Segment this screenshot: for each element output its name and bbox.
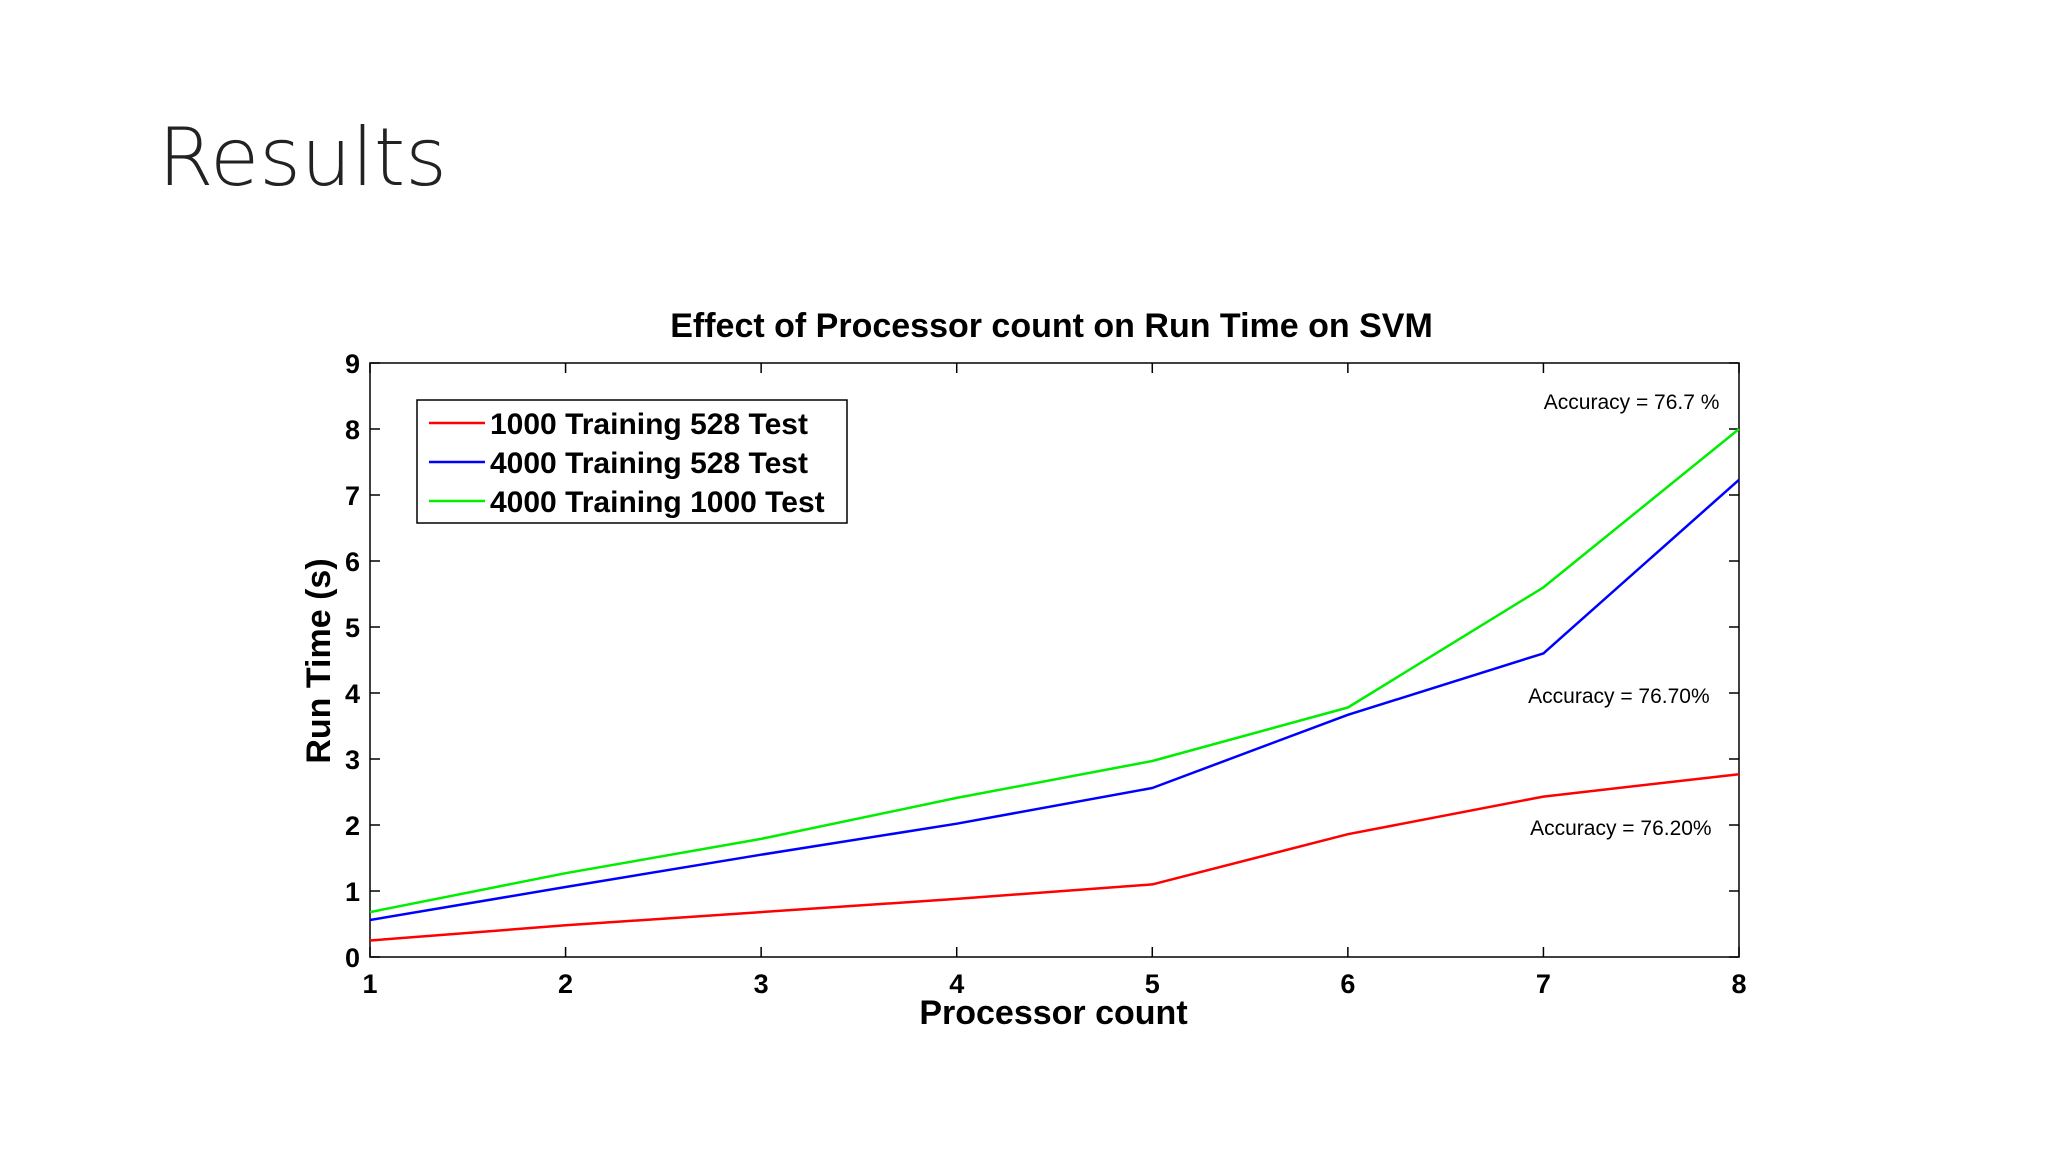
chart-title: Effect of Processor count on Run Time on… (670, 307, 1433, 345)
legend: 1000 Training 528 Test 4000 Training 528 … (416, 399, 848, 524)
series-line-3 (369, 428, 1740, 914)
y-tick-label: 4 (345, 679, 360, 709)
legend-box (416, 399, 848, 524)
series-line-1 (369, 772, 1740, 942)
y-tick-label: 5 (345, 613, 360, 643)
accuracy-annotation: Accuracy = 76.70% (1528, 685, 1710, 708)
x-tick-label: 5 (1145, 969, 1160, 999)
legend-label-1: 1000 Training 528 Test (490, 408, 808, 441)
y-tick-label: 8 (345, 415, 360, 445)
series-line-2 (369, 478, 1740, 922)
x-tick-label: 6 (1340, 969, 1355, 999)
y-tick-label: 6 (345, 547, 360, 577)
slide-title: Results (158, 111, 447, 204)
legend-label-2: 4000 Training 528 Test (490, 447, 808, 480)
y-tick-label: 3 (345, 745, 360, 775)
annotations: Accuracy = 76.7 % Accuracy = 76.70% Accura… (1528, 391, 1719, 840)
x-tick-label: 7 (1536, 969, 1551, 999)
y-tick-label: 9 (345, 349, 360, 379)
x-tick-label: 1 (362, 969, 377, 999)
y-axis-label: Run Time (s) (300, 558, 338, 763)
y-tick-label: 7 (345, 481, 360, 511)
y-tick-label: 2 (345, 811, 360, 841)
y-tick-label: 1 (345, 877, 360, 907)
accuracy-annotation: Accuracy = 76.20% (1530, 817, 1712, 840)
x-tick-label: 8 (1731, 969, 1746, 999)
axis-ticks (369, 362, 1740, 958)
series-lines (369, 428, 1740, 942)
legend-label-3: 4000 Training 1000 Test (490, 486, 825, 519)
accuracy-annotation: Accuracy = 76.7 % (1544, 391, 1720, 414)
x-tick-label: 2 (558, 969, 573, 999)
x-tick-label: 4 (949, 969, 964, 999)
y-tick-label: 0 (345, 943, 360, 973)
x-tick-label: 3 (754, 969, 769, 999)
x-axis-label: Processor count (919, 994, 1187, 1032)
